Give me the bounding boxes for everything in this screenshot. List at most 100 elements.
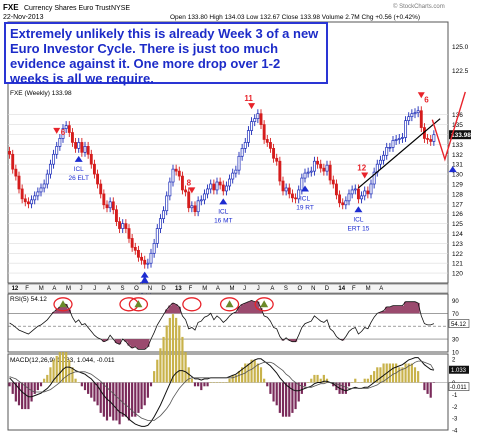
candle-body [168, 181, 172, 197]
rsi-triangle [225, 300, 234, 308]
macd-histogram-bar [341, 382, 344, 394]
price-tick-label: 124 [452, 231, 463, 238]
macd-histogram-bar [313, 374, 316, 383]
macd-hist-tag [448, 382, 470, 391]
price-tick-label: 125 [452, 221, 463, 228]
candle-body [284, 187, 288, 192]
candle-body [312, 160, 316, 172]
exchange: NYSE [111, 5, 130, 12]
rsi-triangle [260, 300, 269, 308]
macd-histogram-bar [197, 382, 200, 387]
cycle-low-arrow [354, 206, 363, 213]
macd-histogram-bar [219, 382, 222, 383]
macd-histogram-bar [269, 382, 272, 394]
candle-body [341, 202, 345, 206]
macd-histogram-bar [83, 382, 87, 391]
cycle-low-label-line: ICL [218, 208, 229, 215]
macd-histogram-bar [344, 382, 347, 394]
candle-body [187, 191, 191, 209]
x-tick-label: 13 [175, 286, 182, 292]
macd-histogram-bar [291, 382, 294, 413]
macd-histogram-bar [410, 363, 413, 383]
candle-body [193, 205, 197, 213]
candle-body [184, 189, 188, 193]
cycle-top-arrow [417, 92, 425, 99]
candle-body [202, 193, 206, 201]
cycle-low-label: ICL 26 ELT [68, 166, 89, 182]
candle-body [180, 175, 184, 191]
cycle-top-label: 8 [187, 178, 192, 187]
x-tick-label: S [121, 286, 125, 292]
macd-histogram-bar [319, 378, 322, 383]
candle-body [272, 148, 276, 159]
x-tick-label: M [66, 286, 71, 292]
cycle-top-label: 6 [61, 128, 66, 137]
candle-body [278, 160, 282, 182]
candle-body [39, 187, 43, 193]
price-tag [449, 130, 471, 140]
candle-body [347, 193, 351, 202]
candle-body [338, 194, 342, 204]
macd-histogram-bar [21, 382, 24, 410]
macd-histogram-bar [272, 382, 275, 402]
macd-histogram-bar [171, 314, 175, 383]
candle-body [319, 163, 323, 169]
macd-histogram-bar [55, 355, 58, 383]
candle-body [382, 154, 386, 161]
price-tag-label: 133.98 [451, 132, 471, 139]
price-tick-label: 132 [452, 152, 463, 159]
x-tick-label: A [52, 286, 56, 292]
macd-histogram-bar [93, 382, 96, 402]
x-tick-label: F [352, 286, 356, 292]
macd-histogram-bar [420, 382, 423, 383]
candle-body [61, 128, 65, 139]
macd-histogram-bar [187, 367, 190, 383]
price-tick-label: 122.5 [452, 68, 469, 75]
macd-histogram-bar [215, 382, 219, 383]
macd-histogram-bar [165, 325, 168, 383]
x-axis: 12 F M A M J J A S O N D 13 F M A M J J A S O N D 14 F M A [7, 283, 449, 294]
candle-body [394, 139, 398, 141]
price-tick-label: 131 [452, 162, 463, 169]
macd-histogram-bar [307, 382, 310, 383]
candle-body [8, 150, 12, 155]
macd-histogram-bar [259, 367, 263, 383]
candle-body [344, 200, 348, 206]
candle-body [99, 183, 103, 195]
x-tick-label: F [189, 286, 193, 292]
chart-date: 22-Nov-2013 [3, 14, 44, 21]
candle-body [127, 228, 131, 239]
macd-histogram-bar [80, 382, 83, 387]
x-tick-label: M [202, 286, 207, 292]
candle-body [17, 175, 21, 190]
candle-body [33, 195, 37, 201]
macd-histogram-bar [401, 367, 404, 383]
annotation-box: Extremely unlikely this is already Week … [4, 22, 328, 86]
x-tick-label: M [229, 286, 234, 292]
macd-histogram-bar [332, 382, 335, 387]
macd-histogram-bar [266, 382, 269, 387]
macd-histogram-bar [206, 382, 209, 387]
macd-histogram-bar [71, 367, 74, 383]
candle-body [89, 153, 93, 165]
macd-histogram-bar [310, 378, 313, 383]
macd-histogram-bar [112, 382, 115, 421]
candle-body [86, 146, 90, 155]
macd-histogram-bar [288, 382, 291, 417]
macd-histogram-bar [127, 382, 131, 421]
macd-tick-label: -2 [452, 405, 458, 411]
macd-histogram-bar [124, 382, 127, 417]
macd-histogram-bar [77, 382, 80, 383]
candle-body [243, 142, 247, 149]
candle-body [146, 262, 150, 265]
macd-histogram-bar [115, 382, 118, 421]
x-tick-label: J [257, 286, 260, 292]
candle-body [410, 113, 414, 118]
rsi-line [9, 299, 435, 350]
macd-histogram-bar [121, 382, 124, 417]
candle-body [171, 168, 175, 183]
macd-histogram-bar [156, 359, 159, 383]
candle-body [294, 197, 298, 200]
candle-body [353, 188, 357, 191]
candle-body [281, 180, 285, 192]
